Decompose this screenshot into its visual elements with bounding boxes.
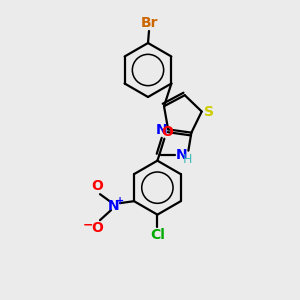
Text: O: O — [161, 125, 173, 139]
Text: N: N — [176, 148, 187, 162]
Text: O: O — [91, 221, 103, 235]
Text: Br: Br — [141, 16, 159, 30]
Text: N: N — [155, 123, 167, 137]
Text: +: + — [116, 196, 124, 206]
Text: N: N — [108, 199, 120, 213]
Text: −: − — [83, 219, 93, 232]
Text: H: H — [183, 153, 192, 166]
Text: O: O — [91, 179, 103, 193]
Text: S: S — [204, 104, 214, 118]
Text: Cl: Cl — [150, 228, 165, 242]
